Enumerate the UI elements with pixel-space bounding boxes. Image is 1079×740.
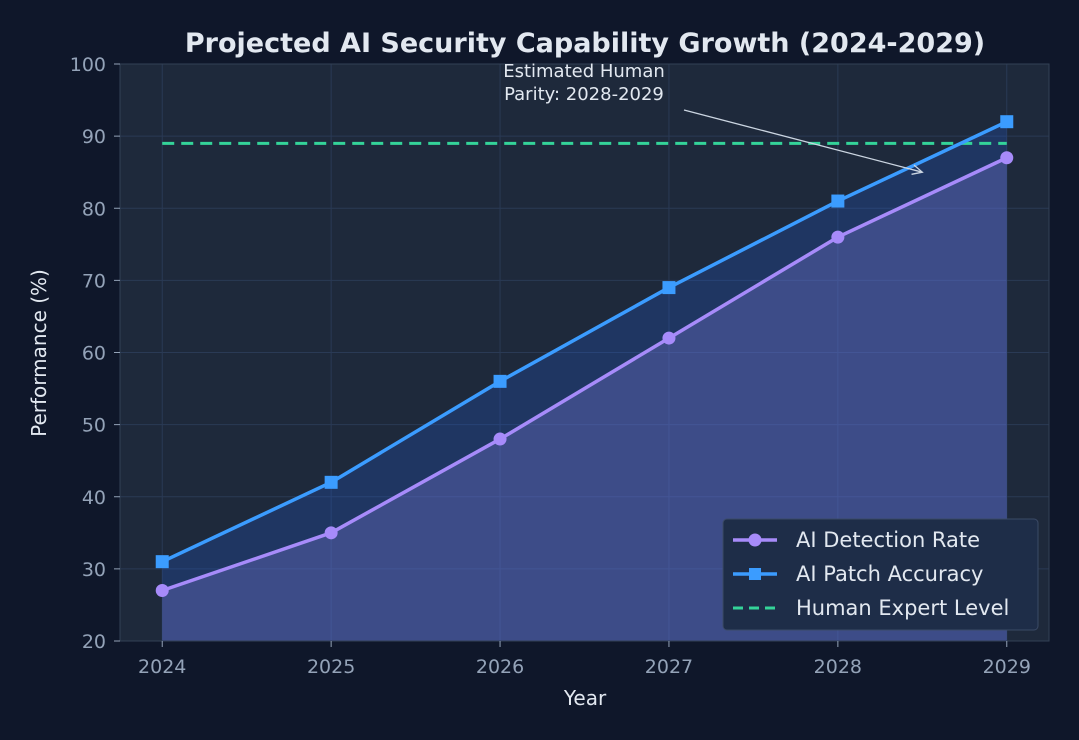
y-tick-label: 70	[82, 270, 106, 292]
x-tick-label: 2024	[138, 656, 186, 678]
annotation-arrow	[683, 109, 923, 173]
legend-label-patch: AI Patch Accuracy	[796, 562, 983, 586]
patch-accuracy-point	[1000, 115, 1014, 129]
series-markers	[155, 115, 1014, 598]
detection-rate-line	[161, 156, 1008, 593]
patch-accuracy-point	[831, 194, 845, 208]
x-axis-label: Year	[563, 686, 607, 710]
annotation-arrow-head	[911, 164, 924, 175]
legend-label-human: Human Expert Level	[796, 596, 1009, 620]
detection-rate-point	[831, 230, 845, 244]
x-tick-label: 2029	[983, 656, 1031, 678]
detection-rate-point	[155, 584, 169, 598]
y-tick-label: 90	[82, 126, 106, 148]
annotation: Estimated Human Parity: 2028-2029	[503, 61, 924, 175]
y-tick-label: 30	[82, 559, 106, 581]
tick-labels: 20 30 40 50 60 70 80 90 100 2024 2025 2026 2027 2028 2…	[70, 54, 1031, 678]
detection-rate-point	[324, 526, 338, 540]
legend-marker-detection	[748, 533, 762, 547]
patch-accuracy-point	[155, 555, 169, 569]
patch-accuracy-line	[161, 120, 1008, 564]
patch-accuracy-area	[162, 121, 1007, 591]
y-tick-label: 100	[70, 54, 106, 76]
detection-rate-point	[1000, 151, 1014, 165]
chart-title: Projected AI Security Capability Growth …	[185, 28, 985, 59]
x-tick-label: 2027	[645, 656, 693, 678]
y-axis-label: Performance (%)	[27, 269, 51, 437]
y-tick-label: 60	[82, 343, 106, 365]
legend-marker-patch	[749, 568, 761, 580]
annotation-line-2: Parity: 2028-2029	[504, 84, 664, 105]
y-tick-label: 80	[82, 198, 106, 220]
detection-rate-point	[662, 331, 676, 345]
y-tick-label: 50	[82, 415, 106, 437]
annotation-line-1: Estimated Human	[503, 61, 665, 82]
detection-rate-point	[493, 432, 507, 446]
x-tick-label: 2025	[307, 656, 355, 678]
legend-label-detection: AI Detection Rate	[796, 528, 980, 552]
y-tick-label: 40	[82, 487, 106, 509]
patch-accuracy-point	[662, 281, 676, 295]
y-tick-label: 20	[82, 631, 106, 653]
legend-box	[722, 518, 1039, 631]
patch-accuracy-point	[324, 475, 338, 489]
x-tick-label: 2026	[476, 656, 524, 678]
series-lines	[161, 120, 1008, 593]
legend: AI Detection Rate AI Patch Accuracy Huma…	[722, 518, 1039, 631]
x-tick-label: 2028	[814, 656, 862, 678]
patch-accuracy-point	[493, 374, 507, 388]
